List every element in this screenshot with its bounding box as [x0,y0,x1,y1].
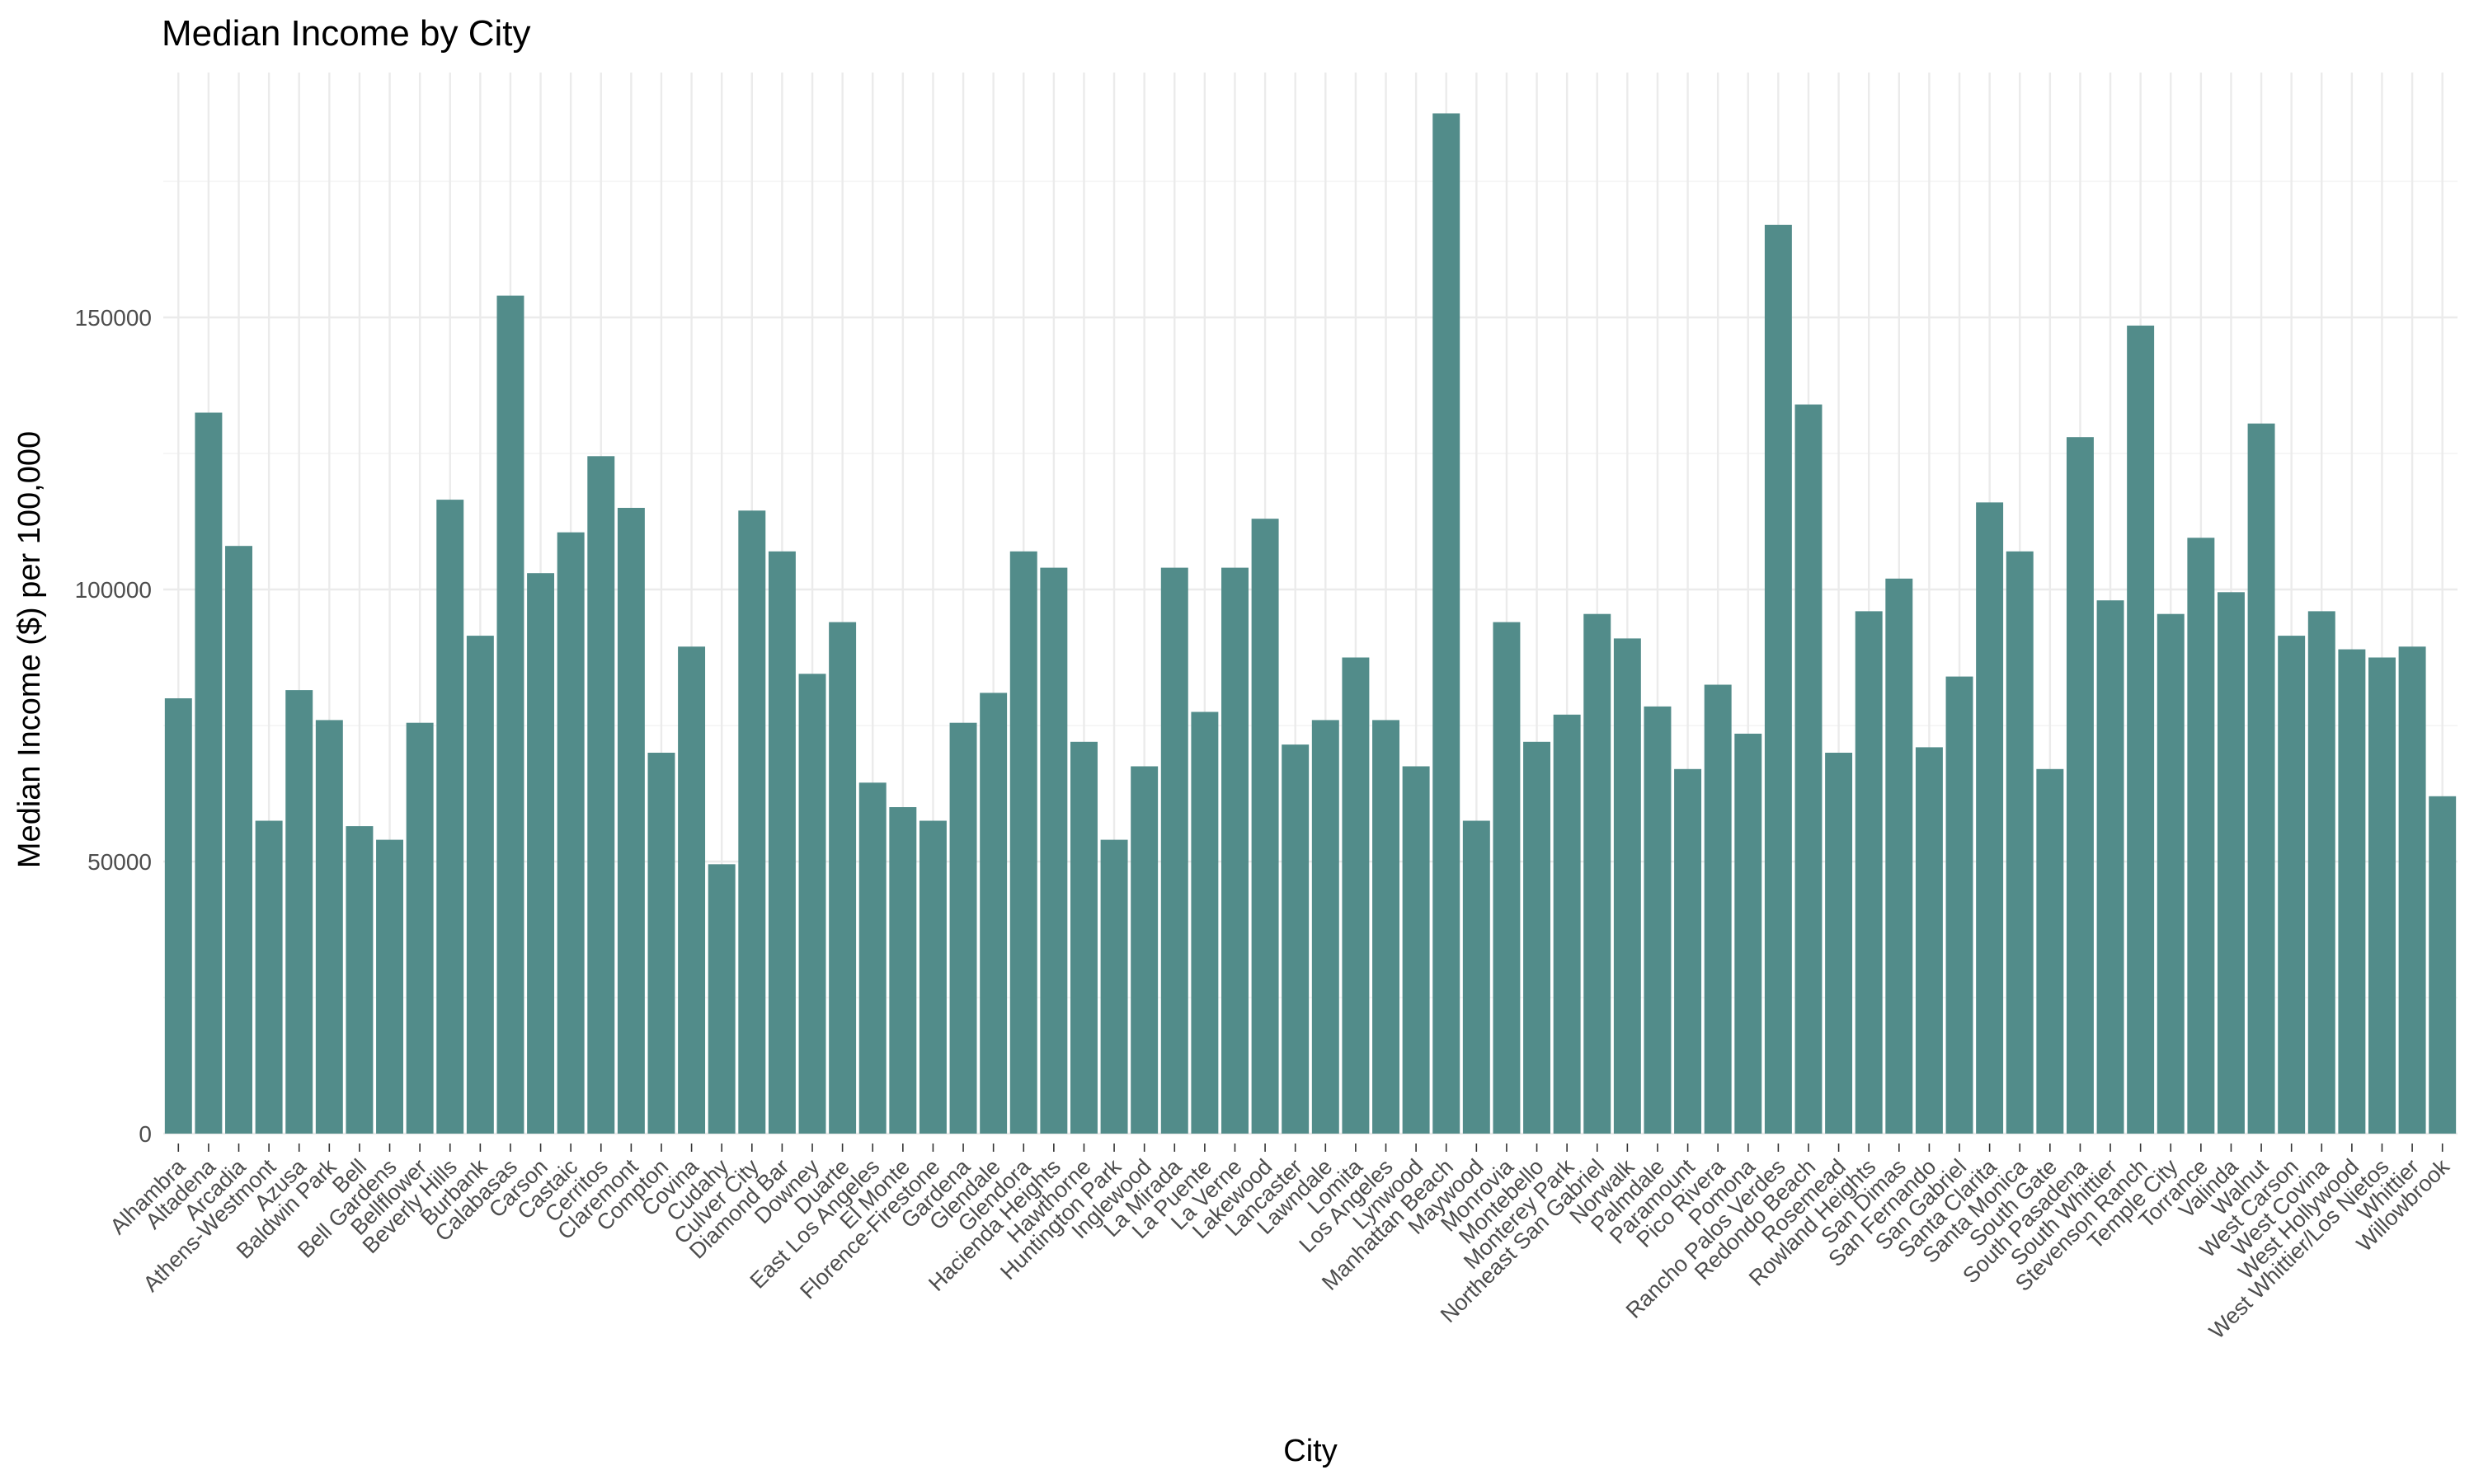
bar [2217,592,2245,1134]
bar [466,636,494,1134]
bar [406,722,434,1134]
bar [285,690,313,1134]
bar [919,820,947,1134]
bar [1583,613,1611,1134]
bar [1462,820,1490,1134]
bar [1311,720,1339,1134]
y-tick-label: 0 [139,1121,152,1147]
bar [2368,657,2396,1134]
bar [2006,551,2034,1134]
bar [1131,766,1159,1134]
bar [1221,567,1249,1134]
bar [1040,567,1068,1134]
bar [2187,538,2215,1134]
bar [678,646,706,1134]
bar [858,782,887,1134]
bar [255,820,283,1134]
bar [1402,766,1430,1134]
bar [647,753,675,1134]
bar [1704,684,1732,1134]
bar [1644,706,1672,1134]
bar [1945,676,1973,1134]
bar [1342,657,1370,1134]
bar [980,693,1008,1134]
bar [2429,796,2457,1134]
bar [1282,744,1310,1134]
bar [2278,636,2306,1134]
bar [1009,551,1037,1134]
bar [768,551,796,1134]
bar [2338,649,2366,1134]
y-tick-label: 100000 [75,577,152,603]
x-axis-title: City [1283,1434,1337,1468]
bar [436,500,464,1134]
bar [1613,638,1641,1134]
bar [2157,613,2185,1134]
bar [527,573,555,1134]
bar [376,839,404,1134]
bar [1915,747,1943,1134]
bar [2398,646,2426,1134]
bar [1885,578,1913,1134]
bar [496,295,524,1134]
bar [1794,404,1823,1134]
bar [829,622,857,1134]
bar [2247,423,2275,1134]
bar [2127,325,2155,1134]
bar [1553,714,1581,1134]
y-axis: 0 50000 100000 150000 [75,305,152,1147]
bar [1100,839,1128,1134]
bar [1372,720,1399,1134]
bar [1825,753,1853,1134]
y-axis-title: Median Income ($) per 100,000 [12,431,47,868]
bars [164,113,2457,1134]
bar [1070,741,1098,1134]
y-tick-label: 150000 [75,305,152,331]
bar [1251,519,1279,1134]
bar [2036,768,2064,1134]
bar [949,722,977,1134]
bar [1523,741,1551,1134]
bar [1432,113,1460,1134]
bar [587,456,615,1134]
bar [315,720,343,1134]
bar [1734,733,1762,1134]
bar [2307,611,2335,1134]
bar [2066,437,2094,1134]
bar [1764,224,1792,1134]
bar [708,864,736,1134]
bar [346,826,374,1134]
bar [557,532,585,1134]
bar [1976,502,2004,1134]
bar [1493,622,1521,1134]
bar [2096,600,2124,1134]
bar [1674,768,1702,1134]
bar [225,546,252,1134]
bar [1855,611,1883,1134]
x-axis: AlhambraAltadenaArcadiaAthens-WestmontAz… [106,1144,2454,1344]
bar [1191,711,1219,1134]
bar [1160,567,1188,1134]
y-tick-label: 50000 [87,849,152,875]
bar [889,807,917,1134]
bar [738,510,766,1134]
chart-title: Median Income by City [162,13,531,54]
bar [798,674,826,1134]
bar [164,698,192,1134]
bar [617,508,645,1134]
bar [195,412,223,1134]
